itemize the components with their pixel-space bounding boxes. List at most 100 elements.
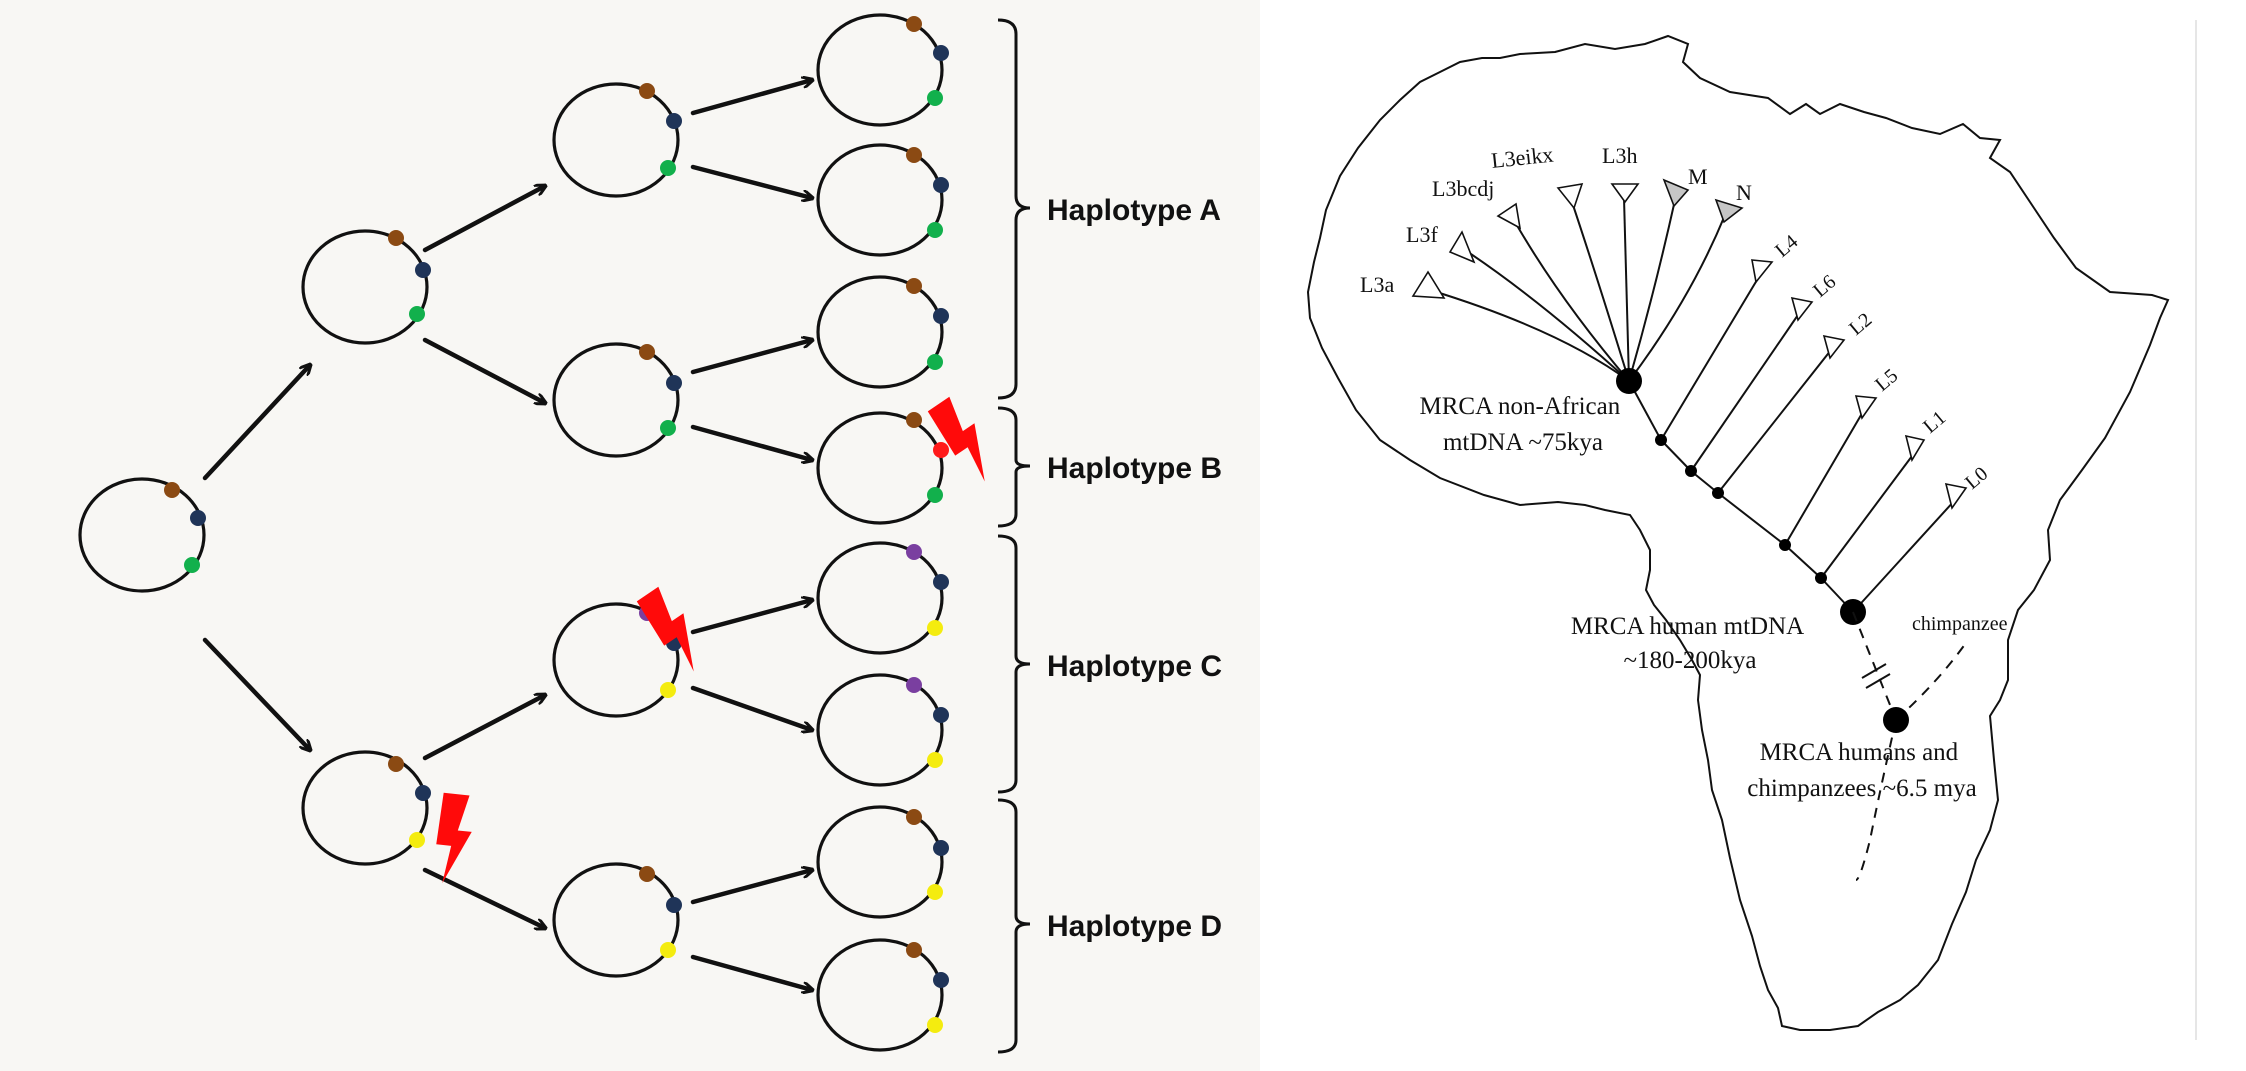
human-chimp-split-line bbox=[1852, 611, 1897, 721]
marker-yellow bbox=[409, 832, 425, 848]
mrca-non-african-label: MRCA non-African mtDNA ~75kya bbox=[1420, 393, 1627, 456]
triangle-icon bbox=[1790, 296, 1814, 322]
lineage-arrow bbox=[690, 80, 812, 116]
marker-navy bbox=[190, 510, 206, 526]
label-n: N bbox=[1736, 180, 1752, 205]
branch-l3eikx bbox=[1571, 201, 1630, 382]
lineage-arrows bbox=[202, 80, 812, 990]
marker-green bbox=[927, 222, 943, 238]
triangle-icon bbox=[1854, 395, 1878, 420]
marker-yellow bbox=[927, 884, 943, 900]
marker-navy bbox=[415, 785, 431, 801]
right-panel-background bbox=[1260, 0, 2246, 1071]
tree-node bbox=[1685, 465, 1697, 477]
tree-node bbox=[1655, 434, 1667, 446]
lightning-bolt-icon bbox=[636, 586, 694, 672]
marker-navy bbox=[933, 840, 949, 856]
branch-l4 bbox=[1660, 274, 1761, 441]
marker-yellow bbox=[660, 682, 676, 698]
label-l3f: L3f bbox=[1406, 222, 1438, 247]
mrca-human-label: MRCA human mtDNA ~180-200kya bbox=[1571, 613, 1809, 674]
marker-brown bbox=[388, 230, 404, 246]
mtdna-circle bbox=[816, 805, 949, 919]
mrca-humans-chimps-line1: MRCA humans and bbox=[1760, 739, 1959, 766]
haplotype-a-bracket bbox=[997, 18, 1031, 400]
marker-green bbox=[927, 354, 943, 370]
triangle-icon bbox=[1904, 434, 1926, 463]
mtdna-circle bbox=[816, 411, 949, 525]
collapsed-clades bbox=[1411, 178, 1968, 510]
triangle-icon bbox=[1822, 334, 1846, 360]
lineage-arrow bbox=[422, 695, 545, 761]
mtdna-circle bbox=[78, 477, 206, 593]
right-panel: L3a L3f L3bcdj L3eikx L3h M N L4 L6 L2 L… bbox=[1260, 0, 2246, 1071]
marker-brown bbox=[639, 866, 655, 882]
label-l3bcdj: L3bcdj bbox=[1432, 176, 1494, 201]
mrca-humans-chimps-label: MRCA humans and chimpanzees ~6.5 mya bbox=[1747, 739, 1976, 802]
marker-yellow bbox=[927, 1017, 943, 1033]
break-mark bbox=[1861, 663, 1887, 679]
marker-yellow bbox=[660, 942, 676, 958]
branch-l3f bbox=[1464, 249, 1630, 382]
mrca-non-african-line2: mtDNA ~75kya bbox=[1443, 429, 1603, 456]
break-mark bbox=[1865, 673, 1891, 689]
trunk bbox=[1660, 439, 1692, 472]
lightning-bolt-icon bbox=[436, 792, 472, 884]
marker-navy bbox=[666, 113, 682, 129]
mtdna-circle bbox=[552, 342, 682, 458]
haplotype-b-bracket bbox=[997, 406, 1031, 528]
marker-navy bbox=[933, 972, 949, 988]
marker-yellow bbox=[927, 752, 943, 768]
marker-brown bbox=[906, 809, 922, 825]
marker-brown bbox=[388, 756, 404, 772]
mrca-descent-line bbox=[1855, 719, 1897, 881]
marker-green bbox=[927, 90, 943, 106]
lineage-arrow bbox=[690, 340, 812, 375]
lineage-arrow bbox=[690, 954, 812, 990]
haplotype-b-label: Haplotype B bbox=[1047, 452, 1222, 485]
africa-outline-icon bbox=[1306, 34, 2170, 1031]
trunk bbox=[1717, 492, 1786, 546]
marker-navy bbox=[933, 574, 949, 590]
triangle-icon bbox=[1556, 182, 1584, 210]
marker-brown bbox=[906, 942, 922, 958]
branch-l2 bbox=[1717, 349, 1832, 494]
mtdna-circle bbox=[816, 275, 949, 389]
marker-brown bbox=[906, 278, 922, 294]
marker-brown bbox=[906, 16, 922, 32]
triangle-icon bbox=[1496, 202, 1522, 230]
mtdna-circle bbox=[816, 673, 949, 787]
branch-l3h bbox=[1623, 197, 1630, 382]
lineage-arrow bbox=[202, 365, 310, 481]
chimpanzee-branch bbox=[1895, 639, 1969, 721]
lineage-arrow bbox=[202, 637, 310, 750]
mrca-humans-chimps-line2: chimpanzees ~6.5 mya bbox=[1747, 775, 1976, 802]
lineage-arrow bbox=[690, 424, 812, 460]
branch-l3bcdj bbox=[1514, 221, 1630, 382]
mtdna-circle bbox=[552, 82, 682, 198]
marker-green bbox=[409, 306, 425, 322]
lineage-arrow bbox=[690, 685, 812, 730]
lightning-bolt-icon bbox=[927, 396, 985, 482]
mtdna-circle bbox=[816, 143, 949, 257]
lineage-arrow bbox=[422, 867, 545, 928]
marker-navy bbox=[415, 262, 431, 278]
mtdna-circle bbox=[816, 13, 949, 127]
lineage-arrow bbox=[690, 870, 812, 905]
marker-navy bbox=[933, 45, 949, 61]
marker-navy bbox=[933, 707, 949, 723]
tree-node bbox=[1779, 539, 1791, 551]
marker-green bbox=[927, 487, 943, 503]
tree-node bbox=[1815, 572, 1827, 584]
lineage-arrow bbox=[422, 337, 545, 403]
branch-m bbox=[1628, 199, 1676, 382]
left-panel: Haplotype A Haplotype B Haplotype C Hapl… bbox=[0, 0, 1260, 1071]
mtdna-circle bbox=[816, 541, 949, 655]
marker-brown bbox=[639, 344, 655, 360]
mtdna-circle bbox=[552, 862, 682, 978]
trunk bbox=[1784, 544, 1822, 579]
marker-green bbox=[660, 420, 676, 436]
mtdna-circle bbox=[816, 938, 949, 1052]
haplotype-c-bracket bbox=[997, 534, 1031, 794]
